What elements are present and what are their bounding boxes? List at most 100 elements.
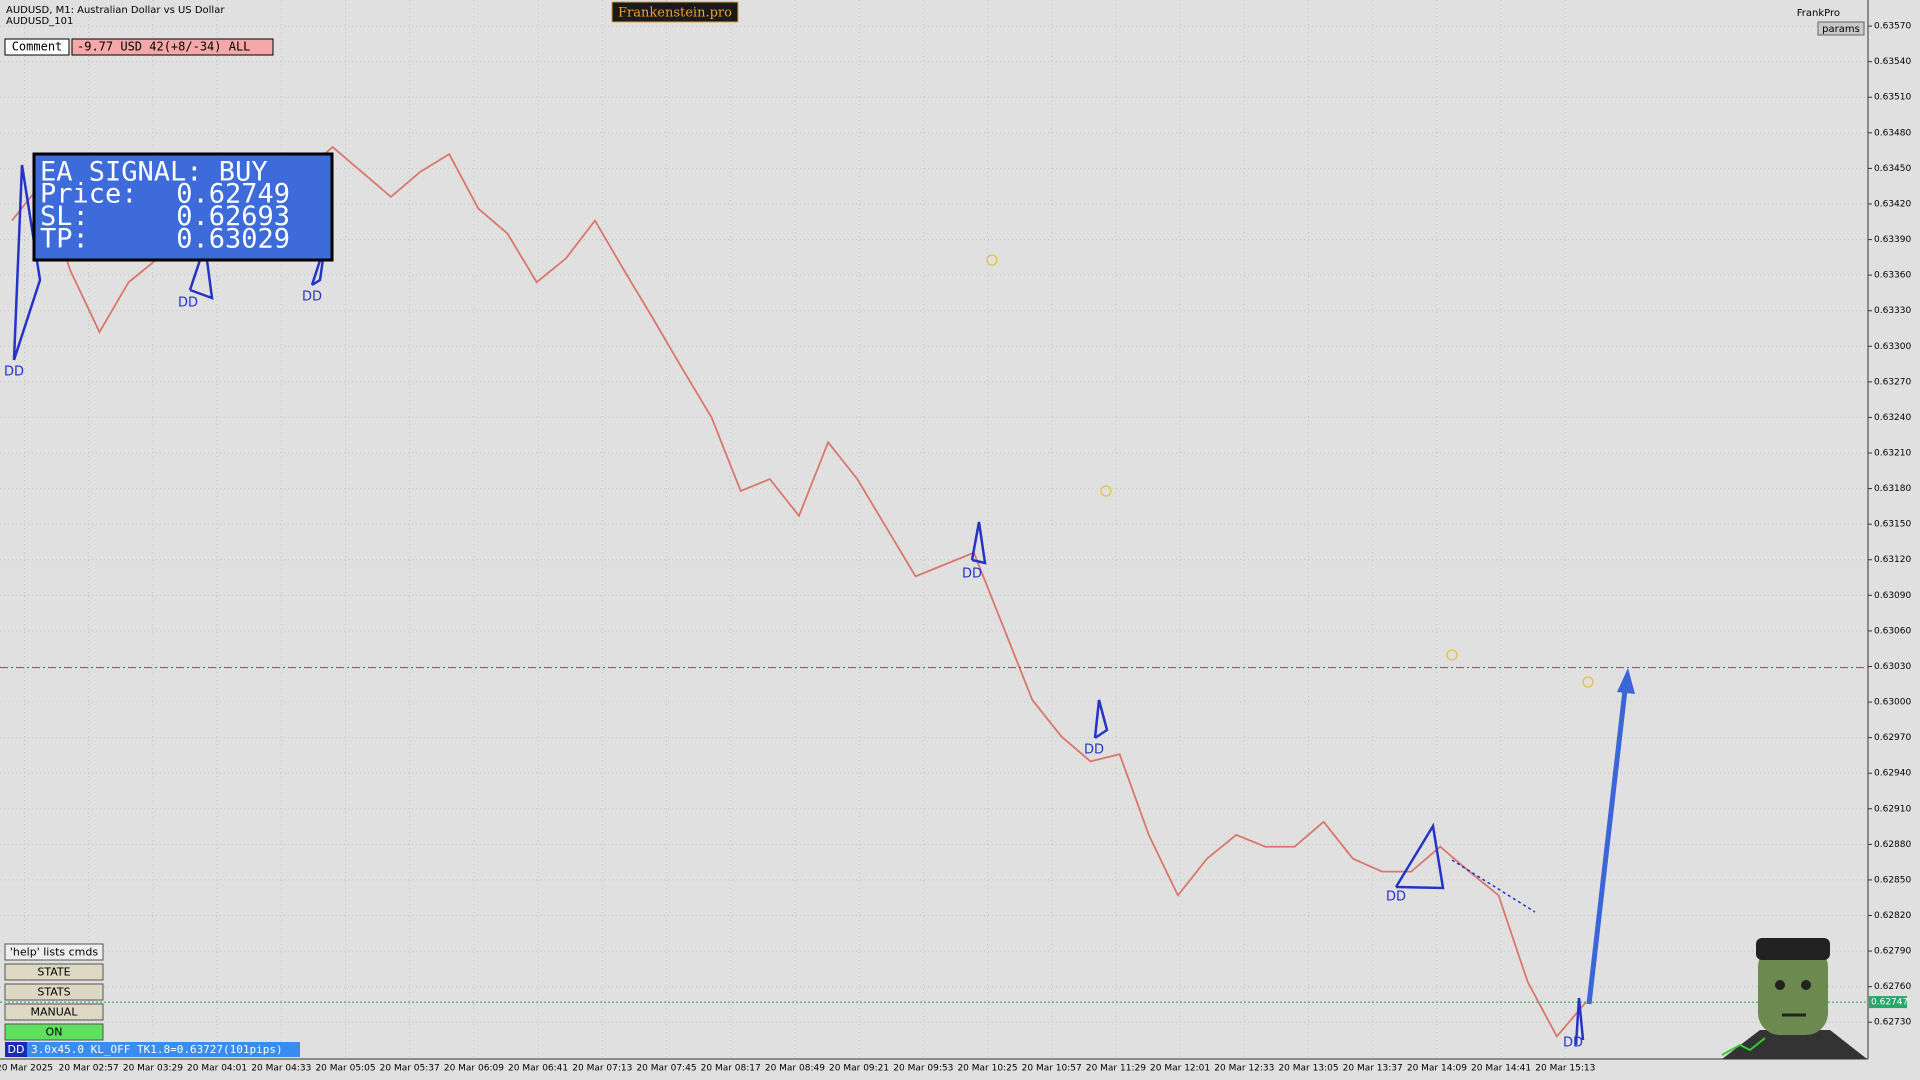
signal-title: EA SIGNAL: BUY <box>40 157 268 188</box>
x-tick-label: 20 Mar 08:17 <box>701 1064 761 1074</box>
dd-label: DD <box>1386 890 1406 905</box>
x-tick-label: 20 Mar 14:41 <box>1471 1064 1531 1074</box>
comment-box <box>4 38 70 56</box>
signal-panel <box>32 152 334 262</box>
mascot-eye <box>1801 980 1811 990</box>
y-tick-label: 0.62880 <box>1874 840 1911 850</box>
y-tick-label: 0.63180 <box>1874 484 1911 494</box>
signal-key: Price: <box>40 179 138 210</box>
status-tag-box <box>5 1042 27 1057</box>
mascot-hair <box>1756 938 1830 960</box>
x-tick-label: 20 Mar 03:29 <box>123 1064 183 1074</box>
y-tick-label: 0.63090 <box>1874 591 1911 601</box>
user: FrankPro <box>1797 8 1840 19</box>
signal-key: TP: <box>40 224 89 255</box>
pattern <box>970 521 987 565</box>
y-tick-label: 0.63420 <box>1874 199 1911 209</box>
button-label: MANUAL <box>31 1006 79 1019</box>
status-text: 3.0x45.0 KL_OFF TK1.8=0.63727(101pips) <box>31 1043 283 1056</box>
button-label: STATE <box>37 966 70 979</box>
marker <box>1582 676 1594 688</box>
pnl: -9.77 USD 42(+8/-34) ALL <box>77 40 250 54</box>
x-tick-label: 20 Mar 09:21 <box>829 1064 889 1074</box>
dd-label: DD <box>4 365 24 380</box>
x-tick-label: 20 Mar 13:37 <box>1343 1064 1403 1074</box>
x-tick-label: 20 Mar 06:41 <box>508 1064 568 1074</box>
params-button[interactable] <box>1817 21 1865 36</box>
trade-link <box>1451 859 1536 913</box>
y-tick-label: 0.63330 <box>1874 306 1911 316</box>
button[interactable] <box>4 963 104 981</box>
comment-label: Comment <box>12 40 63 54</box>
pattern <box>188 244 214 300</box>
pattern <box>1093 699 1109 740</box>
pattern <box>12 164 42 361</box>
mascot-body <box>1722 1030 1867 1059</box>
x-tick-label: 20 Mar 15:13 <box>1535 1064 1595 1074</box>
y-tick-label: 0.63150 <box>1874 520 1911 530</box>
mascot-chart <box>1721 1037 1766 1056</box>
x-tick-label: 20 Mar 12:33 <box>1214 1064 1274 1074</box>
x-tick-label: 20 Mar 08:49 <box>765 1064 825 1074</box>
signal-value: 0.62749 <box>176 179 290 210</box>
button[interactable] <box>4 1003 104 1021</box>
x-tick-label: 20 Mar 05:05 <box>315 1064 375 1074</box>
pattern <box>1394 822 1445 890</box>
status-bar <box>5 1042 300 1057</box>
dd-label: DD <box>962 567 982 582</box>
y-tick-label: 0.63300 <box>1874 342 1911 352</box>
button-label: ON <box>46 1026 63 1039</box>
button[interactable] <box>4 943 104 961</box>
signal-value: 0.63029 <box>176 224 290 255</box>
forecast-arrowhead <box>1617 668 1635 694</box>
price-tag <box>1869 996 1907 1009</box>
account-label: AUDUSD_101 <box>6 16 73 27</box>
x-tick-label: 20 Mar 10:25 <box>957 1064 1017 1074</box>
button[interactable] <box>4 983 104 1001</box>
buttons: 'help' lists cmds STATE STATS MANUAL ON <box>4 943 104 1041</box>
y-tick-label: 0.63360 <box>1874 271 1911 281</box>
y-tick-label: 0.62940 <box>1874 769 1911 779</box>
y-tick-label: 0.63000 <box>1874 698 1911 708</box>
markers <box>986 254 1594 688</box>
marker <box>986 254 998 266</box>
y-tick-label: 0.62760 <box>1874 982 1911 992</box>
pattern <box>310 244 327 287</box>
mascot <box>1721 938 1867 1059</box>
signal-key: SL: <box>40 201 89 232</box>
y-tick-label: 0.63270 <box>1874 377 1911 387</box>
y-tick-label: 0.62730 <box>1874 1018 1911 1028</box>
y-tick-label: 0.63570 <box>1874 22 1911 32</box>
y-tick-label: 0.63510 <box>1874 93 1911 103</box>
params-label: params <box>1822 24 1860 35</box>
y-tick-label: 0.62910 <box>1874 804 1911 814</box>
y-tick-label: 0.62790 <box>1874 947 1911 957</box>
mascot-head <box>1758 945 1828 1035</box>
price-tag-label: 0.62747 <box>1871 998 1908 1008</box>
y-tick-label: 0.62820 <box>1874 911 1911 921</box>
y-tick-label: 0.63120 <box>1874 555 1911 565</box>
x-tick-label: 20 Mar 10:57 <box>1022 1064 1082 1074</box>
y-tick-label: 0.62970 <box>1874 733 1911 743</box>
y-tick-label: 0.62850 <box>1874 875 1911 885</box>
dd-label: DD <box>302 290 322 305</box>
y-tick-label: 0.63210 <box>1874 449 1911 459</box>
x-tick-label: 20 Mar 14:09 <box>1407 1064 1467 1074</box>
pnl-box <box>71 38 274 56</box>
x-tick-label: 20 Mar 04:01 <box>187 1064 247 1074</box>
y-tick-label: 0.63240 <box>1874 413 1911 423</box>
patterns <box>12 164 1585 1046</box>
status-tag: DD <box>8 1043 25 1056</box>
signal-value: 0.62693 <box>176 201 290 232</box>
dd-label: DD <box>1084 743 1104 758</box>
y-tick-label: 0.63060 <box>1874 626 1911 636</box>
mascot-eye <box>1775 980 1785 990</box>
y-tick-label: 0.63540 <box>1874 57 1911 67</box>
x-tick-label: 20 Mar 12:01 <box>1150 1064 1210 1074</box>
annotations: DD DD DD DD DD DD DD <box>4 290 1583 1051</box>
x-tick-label: 20 Mar 04:33 <box>251 1064 311 1074</box>
button[interactable] <box>4 1023 104 1041</box>
y-tick-label: 0.63390 <box>1874 235 1911 245</box>
